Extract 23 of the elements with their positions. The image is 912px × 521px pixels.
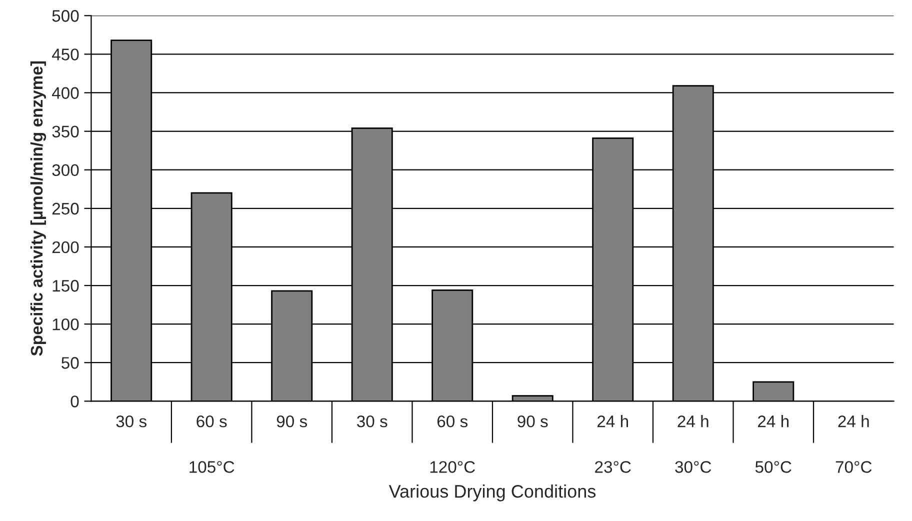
category-label: 24 h 30°C [675, 415, 712, 473]
y-tick-label: 0 [70, 396, 79, 408]
y-tick-label: 250 [52, 202, 79, 215]
category-label: 24 h 23°C [595, 415, 631, 473]
x-axis-title: Various Drying Conditions [388, 484, 596, 502]
y-tick-label: 400 [52, 87, 79, 99]
y-tick-label: 450 [52, 48, 79, 60]
y-tick-label: 350 [52, 126, 79, 138]
y-tick-label: 500 [52, 10, 79, 22]
category-label: 60 s 105°C [190, 416, 234, 473]
y-tick-label: 100 [52, 318, 79, 330]
x-tick-label: 90 s [518, 416, 548, 428]
x-tick-label: 30 s [356, 416, 388, 428]
y-tick-label: 200 [52, 241, 79, 254]
y-tick-label: 150 [52, 280, 79, 292]
y-tick-label: 300 [52, 164, 79, 176]
x-tick-label: 90 s [276, 416, 307, 428]
category-label: 60 s 120°C [430, 416, 475, 473]
category-label: 24 h 50°C [755, 415, 792, 473]
y-axis-title: Specific activity [µmol/min/g enzyme] [30, 61, 46, 356]
y-tick-label: 50 [62, 357, 79, 369]
x-tick-label: 30 s [116, 416, 146, 428]
category-label: 24 h 70°C [836, 415, 872, 473]
